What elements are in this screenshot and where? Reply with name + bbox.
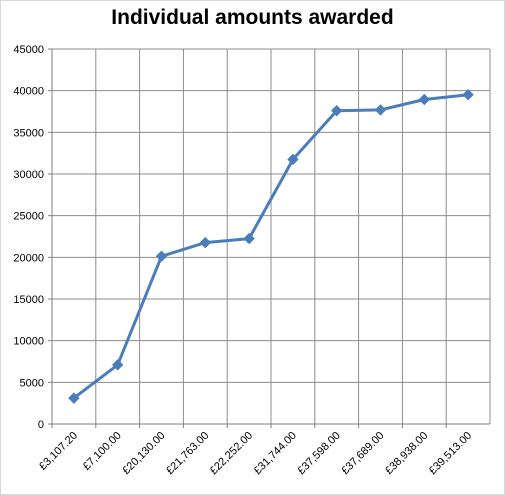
data-point-marker — [243, 232, 255, 245]
y-tick-label: 15000 — [13, 294, 44, 306]
y-tick-label: 5000 — [20, 377, 44, 389]
x-tick-label: £20,130.00 — [120, 430, 167, 477]
y-tick-label: 35000 — [13, 127, 44, 139]
data-point-marker — [199, 236, 212, 249]
chart-title: Individual amounts awarded — [111, 6, 394, 29]
series-line — [72, 93, 469, 400]
x-tick-label: £22,252.00 — [208, 430, 255, 477]
y-tick-label: 10000 — [13, 336, 44, 348]
data-point-marker — [111, 359, 124, 371]
x-tick-label: £37,598.00 — [295, 430, 342, 477]
x-tick-label: £21,763.00 — [164, 430, 211, 477]
x-tick-label: £37,689.00 — [339, 430, 386, 477]
y-tick-label: 20000 — [13, 252, 44, 264]
y-tick-label: 40000 — [13, 86, 44, 98]
x-tick-label: £38,938.00 — [383, 430, 430, 477]
data-point-marker — [287, 153, 299, 166]
y-axis-ticks: 0 5000 10000 15000 20000 25000 30000 35000 40000… — [13, 44, 52, 431]
data-point-marker — [374, 104, 387, 116]
y-tick-label: 30000 — [13, 169, 44, 181]
data-points — [68, 89, 474, 404]
y-tick-label: 0 — [38, 419, 44, 431]
y-tick-label: 25000 — [13, 211, 44, 223]
y-tick-label: 45000 — [13, 44, 44, 56]
data-point-marker — [418, 93, 431, 106]
data-point-marker — [68, 392, 80, 404]
x-tick-label: £7,100.00 — [81, 430, 124, 473]
data-point-marker — [155, 250, 168, 262]
x-tick-label: £31,744.00 — [252, 430, 299, 477]
data-point-marker — [330, 104, 343, 117]
x-tick-label: £39,513.00 — [427, 430, 474, 477]
x-tick-label: £3,107.20 — [37, 430, 80, 473]
gridlines — [51, 48, 491, 425]
data-point-marker — [462, 89, 474, 101]
x-axis-ticks: £3,107.20 £7,100.00£20,130.00£21,763.00£2… — [37, 424, 474, 477]
